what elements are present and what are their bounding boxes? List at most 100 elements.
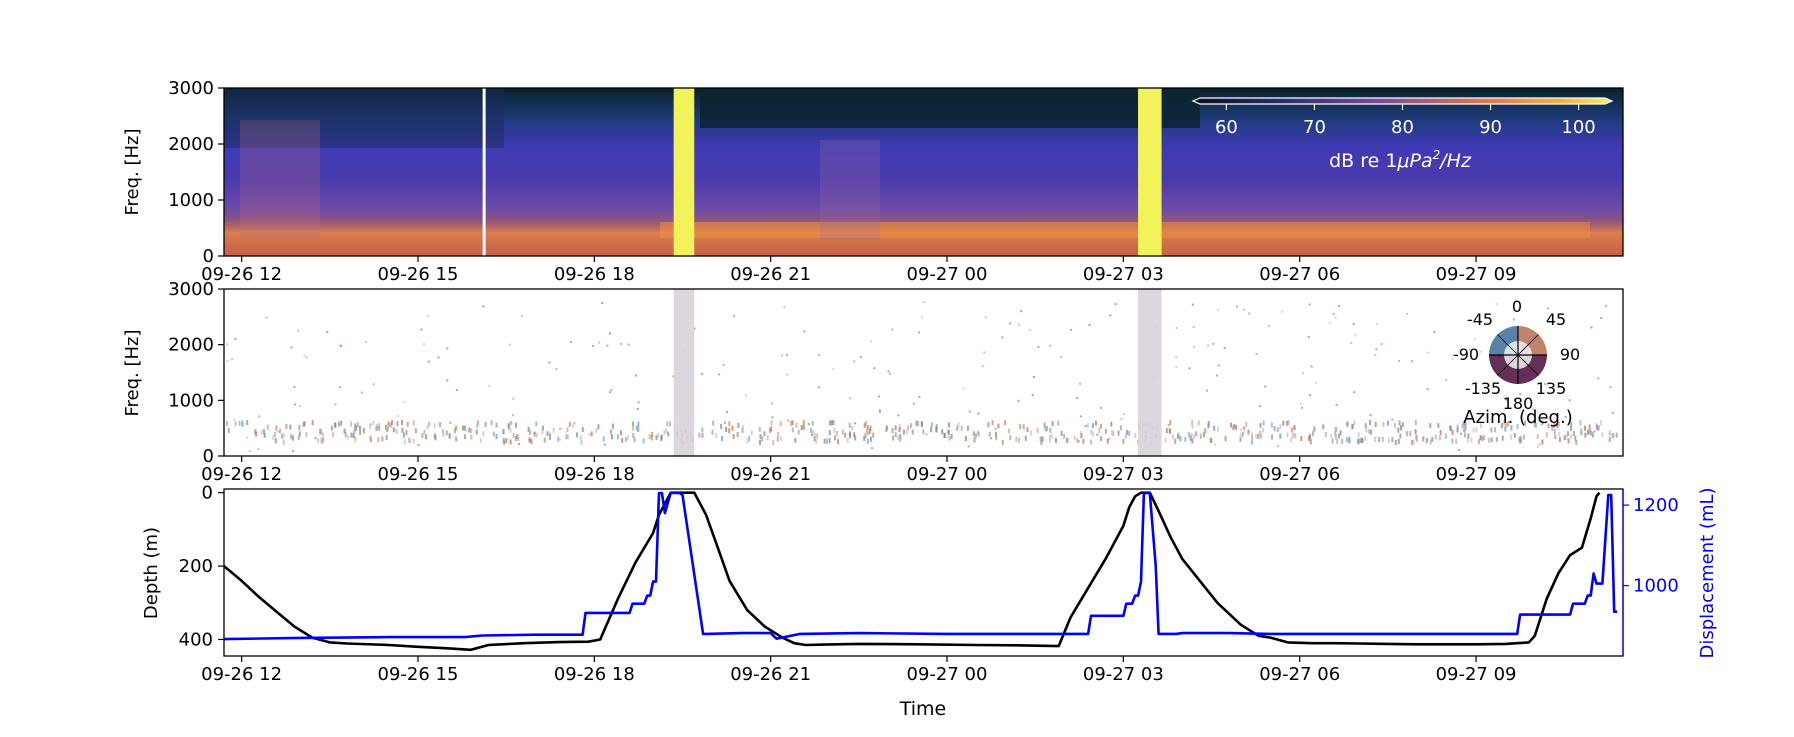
azimuth-speck (759, 440, 761, 445)
azimuth-speck (981, 365, 984, 368)
azimuth-speck (1001, 336, 1004, 339)
azimuth-speck (369, 424, 372, 430)
azimuth-speck (648, 434, 651, 440)
azimuth-speck (1547, 423, 1550, 429)
azimuth-speck (339, 344, 342, 347)
azimuth-speck (1134, 433, 1137, 439)
azimuth-speck (830, 420, 833, 426)
azimuth-speck (1545, 432, 1548, 438)
azimuth-speck (1114, 303, 1117, 306)
azimuth-speck (1611, 411, 1614, 414)
azimuth-speck (403, 432, 405, 438)
azimuth-speck (1556, 423, 1559, 429)
azimuth-speck (322, 437, 325, 443)
azimuth-speck (1079, 415, 1082, 418)
azimuth-speck (1570, 433, 1573, 439)
y-tick-label: 400 (179, 629, 213, 650)
azimuth-speck (597, 424, 600, 430)
azimuth-speck (226, 421, 229, 426)
azimuth-speck (1082, 438, 1085, 444)
azimuth-speck (894, 432, 897, 438)
azimuth-speck (518, 443, 521, 445)
azimuth-speck (446, 347, 449, 350)
azimuth-speck (693, 327, 696, 330)
azimuth-speck (922, 429, 925, 435)
azimuth-speck (1329, 321, 1332, 324)
azimuth-speck (579, 435, 582, 440)
x-tick-label: 09-26 21 (730, 264, 811, 285)
wheel-tick-minus-90: -90 (1453, 345, 1479, 364)
azimuth-speck (1615, 432, 1618, 438)
azimuth-speck (1505, 398, 1508, 401)
azimuth-speck (1458, 448, 1460, 451)
y-tick-label: 3000 (168, 279, 214, 300)
azimuth-speck (1215, 374, 1218, 377)
azimuth-speck (339, 386, 341, 389)
azimuth-speck (226, 360, 229, 363)
azimuth-speck (745, 394, 747, 397)
azimuth-speck (997, 423, 1000, 429)
azimuth-speck (1079, 431, 1082, 434)
azimuth-speck (748, 436, 751, 442)
azimuth-speck (631, 421, 634, 427)
azimuth-speck (275, 425, 278, 431)
azimuth-speck (811, 434, 814, 436)
azimuth-speck (1164, 437, 1167, 443)
azimuth-speck (1126, 429, 1129, 435)
azimuth-speck (1468, 348, 1471, 351)
azimuth-speck (421, 433, 424, 439)
y-tick-label: 200 (179, 556, 213, 577)
azimuth-speck (1117, 430, 1120, 436)
azimuth-speck (541, 429, 544, 435)
azimuth-speck (791, 427, 794, 433)
azimuth-speck (1507, 421, 1510, 427)
azimuth-speck (609, 429, 612, 435)
azimuth-speck (802, 420, 805, 426)
azimuth-speck (912, 402, 915, 405)
x-tick-label: 09-27 09 (1436, 264, 1517, 285)
azimuth-speck (260, 429, 263, 435)
azimuth-speck (791, 420, 794, 426)
azimuth-speck (303, 421, 306, 427)
azimuth-speck (1438, 435, 1441, 441)
azimuth-speck (1096, 433, 1099, 436)
azimuth-speck (508, 343, 511, 346)
azimuth-speck (1365, 427, 1368, 433)
azimuth-speck (777, 431, 780, 437)
azimuth-speck (420, 328, 423, 331)
azimuth-speck (1262, 427, 1265, 433)
azimuth-speck (1411, 439, 1414, 445)
azimuth-speck (1406, 430, 1409, 436)
azimuth-speck (1464, 426, 1467, 432)
azimuth-speck (568, 421, 571, 427)
x-tick-label: 09-26 18 (554, 664, 635, 685)
azimuth-speck (1335, 434, 1338, 440)
azimuth-speck (463, 434, 466, 440)
azimuth-speck (1490, 437, 1493, 443)
azimuth-speck (828, 438, 831, 443)
azimuth-speck (1353, 420, 1356, 426)
azimuth-speck (878, 395, 880, 398)
azimuth-speck (484, 422, 487, 427)
azimuth-speck (1351, 423, 1354, 429)
azimuth-speck (297, 329, 300, 332)
azimuth-speck (1429, 439, 1432, 445)
azimuth-speck (941, 429, 944, 435)
azimuth-speck (1172, 434, 1174, 440)
azimuth-speck (1456, 424, 1459, 430)
azimuth-speck (505, 438, 508, 443)
azimuth-speck (866, 438, 869, 444)
azimuth-speck (1510, 425, 1513, 431)
azimuth-speck (462, 425, 464, 431)
azimuth-speck (897, 435, 899, 441)
azimuth-speck (794, 437, 797, 443)
azimuth-speck (1110, 421, 1113, 427)
azimuth-speck (1214, 443, 1217, 446)
azimuth-speck (573, 422, 576, 424)
x-tick-label: 09-26 18 (554, 464, 635, 485)
azimuth-speck (1589, 430, 1592, 436)
azimuth-speck (832, 420, 835, 426)
azimuth-speck (453, 428, 456, 434)
azimuth-speck (1004, 420, 1007, 426)
azimuth-speck (836, 430, 838, 436)
